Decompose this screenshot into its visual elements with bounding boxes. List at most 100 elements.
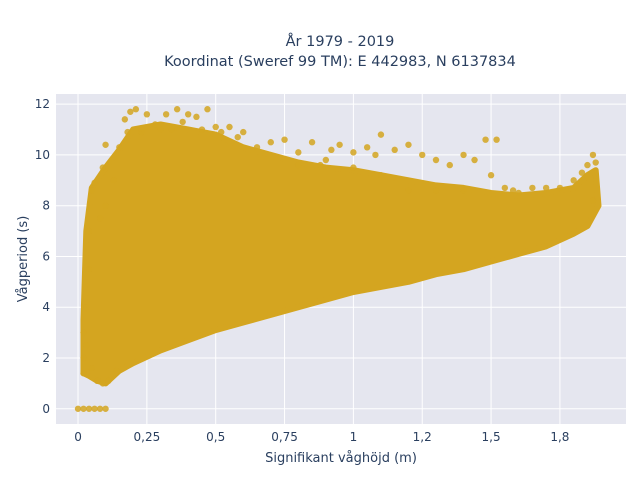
scatter-point — [542, 184, 550, 192]
scatter-point — [105, 377, 112, 385]
x-tick-label: 0 — [74, 430, 82, 444]
scatter-point — [460, 151, 467, 159]
scatter-point — [317, 161, 324, 169]
scatter-point — [85, 227, 93, 235]
y-tick-label: 2 — [42, 351, 50, 365]
scatter-point — [85, 405, 93, 412]
scatter-point — [184, 111, 192, 118]
scatter-point — [88, 364, 95, 372]
scatter-point — [432, 187, 440, 194]
scatter-point — [240, 128, 247, 136]
scatter-point — [584, 161, 591, 169]
scatter-point — [83, 304, 90, 311]
scatter-point — [281, 136, 288, 143]
scatter-point — [124, 128, 131, 136]
scatter-dense-region — [80, 121, 602, 387]
scatter-point — [157, 126, 164, 133]
scatter-point — [226, 123, 233, 131]
scatter-point — [162, 111, 170, 118]
scatter-point — [515, 189, 522, 197]
scatter-point — [110, 177, 118, 184]
scatter-point — [234, 133, 241, 141]
scatter-point — [116, 144, 123, 151]
scatter-point — [372, 151, 379, 159]
scatter-point — [501, 184, 509, 192]
scatter-point — [80, 329, 87, 336]
scatter-point — [99, 164, 107, 171]
scatter-point — [198, 126, 206, 133]
y-axis-title: Vågperiod (s) — [16, 216, 31, 303]
scatter-point — [253, 144, 261, 151]
scatter-point — [529, 184, 536, 192]
scatter-point — [204, 106, 211, 113]
scatter-point — [471, 156, 478, 164]
scatter-point — [91, 405, 98, 412]
scatter-point — [85, 265, 93, 273]
scatter-point — [405, 187, 412, 194]
scatter-point — [94, 377, 101, 385]
scatter-point — [80, 370, 87, 377]
scatter-point — [102, 405, 109, 412]
scatter-point — [193, 113, 200, 121]
x-axis-title: Signifikant våghöjd (m) — [265, 451, 417, 466]
y-tick-label: 12 — [35, 97, 50, 111]
scatter-point — [127, 108, 134, 115]
scatter-point — [589, 151, 597, 159]
scatter-point — [482, 136, 489, 143]
y-tick-label: 8 — [42, 199, 50, 213]
scatter-point — [405, 141, 412, 148]
scatter-point — [419, 151, 426, 159]
scatter-point — [336, 141, 343, 148]
x-tick-label: 0,5 — [206, 430, 225, 444]
scatter-point — [173, 106, 181, 113]
scatter-point — [88, 187, 95, 194]
scatter-point — [218, 128, 225, 136]
x-axis-ticks: 0 0,25 0,5 0,75 1 1,2 1,5 1,8 — [74, 430, 569, 444]
x-tick-label: 1,8 — [550, 430, 569, 444]
scatter-point — [592, 159, 599, 166]
y-tick-label: 10 — [35, 148, 50, 162]
scatter-point — [80, 405, 87, 412]
chart-title-line-2: Koordinat (Sweref 99 TM): E 442983, N 61… — [164, 54, 516, 70]
scatter-point — [267, 139, 274, 146]
scatter-point — [132, 106, 140, 113]
scatter-point — [487, 172, 495, 179]
scatter-point — [212, 123, 219, 131]
scatter-point — [83, 342, 90, 349]
scatter-point — [74, 405, 82, 412]
scatter-point — [121, 116, 129, 123]
scatter-point — [493, 136, 500, 143]
scatter-point — [328, 146, 335, 154]
scatter-point — [460, 187, 467, 194]
chart-title-line-1: År 1979 - 2019 — [286, 33, 395, 50]
scatter-point — [96, 215, 104, 222]
scatter-point — [168, 126, 175, 133]
scatter-point — [363, 144, 371, 151]
scatter-points — [74, 106, 602, 412]
x-tick-label: 1,5 — [482, 430, 501, 444]
scatter-point — [350, 164, 357, 171]
x-tick-label: 0,25 — [134, 430, 161, 444]
scatter-point — [578, 169, 586, 176]
scatter-point — [322, 156, 330, 164]
scatter-point — [179, 118, 186, 126]
scatter-point — [80, 354, 87, 362]
scatter-point — [295, 149, 302, 156]
scatter-point — [509, 187, 517, 194]
scatter-point — [113, 367, 120, 374]
scatter-point — [377, 131, 385, 138]
scatter-point — [91, 179, 98, 187]
y-tick-label: 0 — [42, 402, 50, 416]
scatter-point — [295, 161, 302, 169]
scatter-point — [556, 184, 564, 192]
scatter-point — [589, 197, 597, 204]
y-tick-label: 6 — [42, 249, 50, 263]
scatter-point — [96, 405, 104, 412]
scatter-point — [570, 177, 577, 184]
scatter-point — [350, 149, 357, 156]
y-tick-label: 4 — [42, 300, 50, 314]
scatter-point — [151, 121, 159, 128]
scatter-point — [99, 380, 107, 387]
scatter-point — [138, 128, 145, 136]
